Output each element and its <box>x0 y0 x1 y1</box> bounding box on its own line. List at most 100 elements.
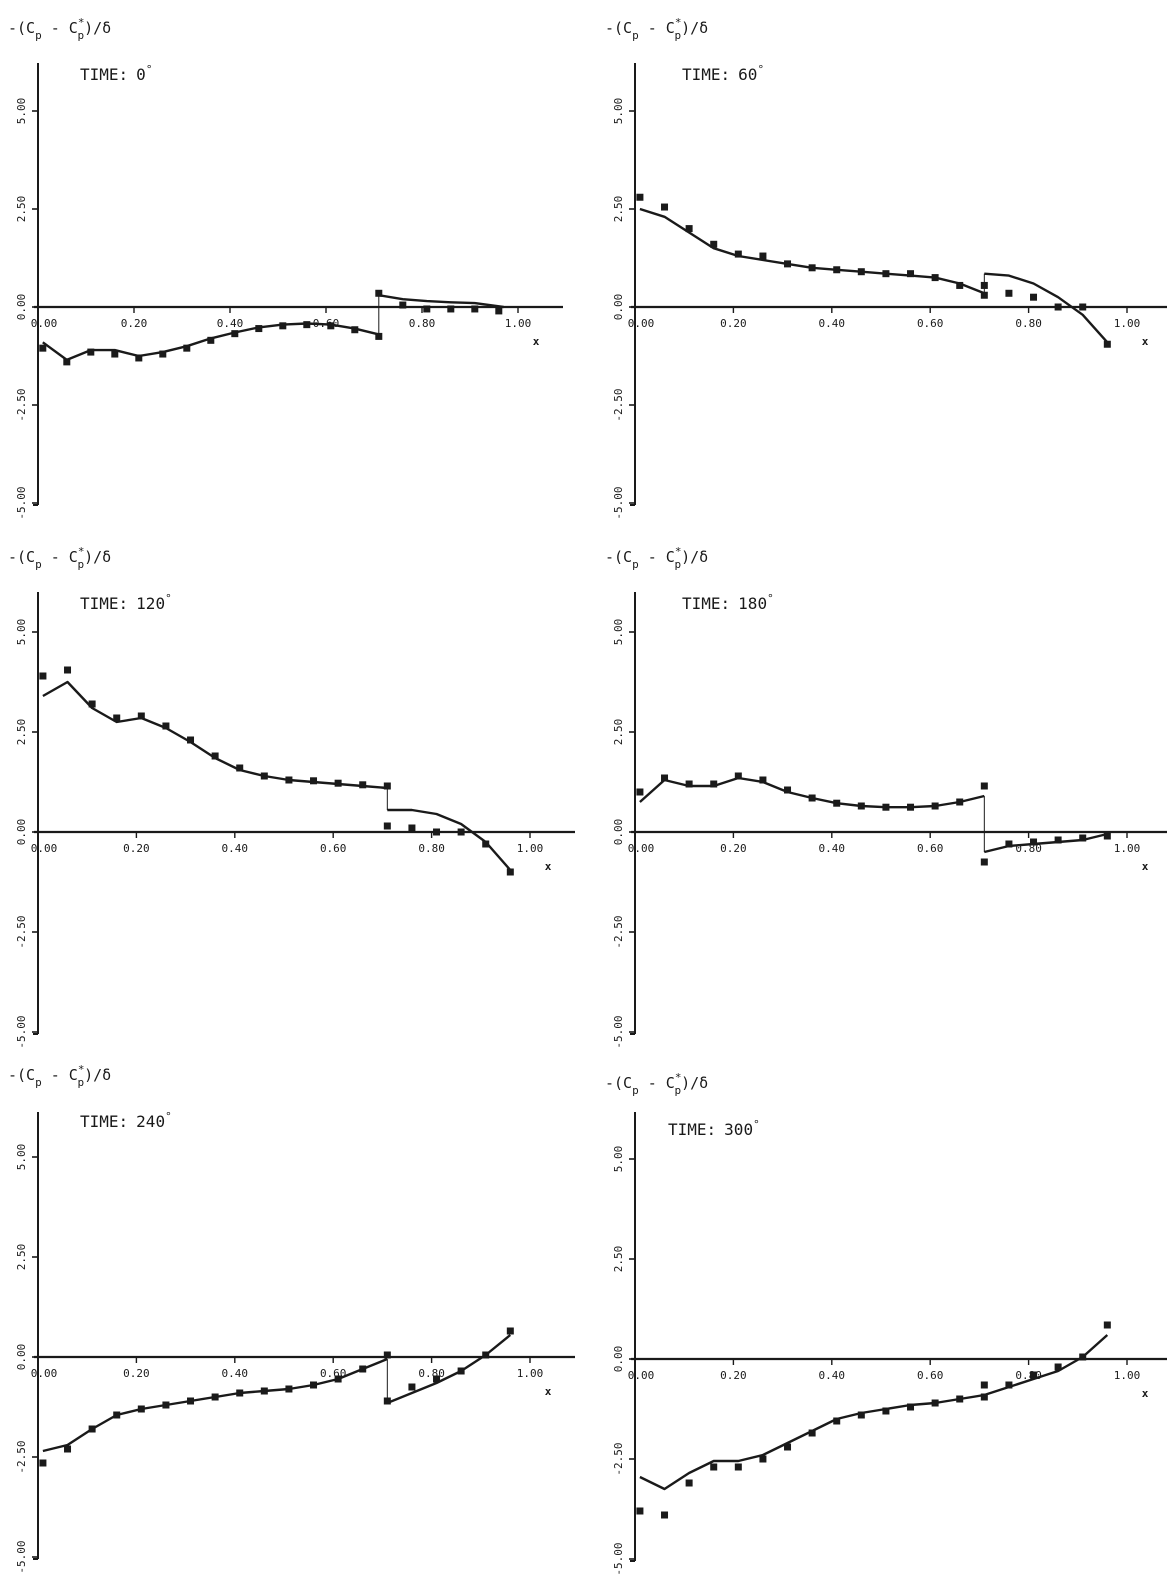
y-axis-label-sub1: p <box>632 29 639 42</box>
y-axis-label: -(Cp - C* p)/δ <box>8 545 111 571</box>
data-point <box>399 301 407 309</box>
data-point <box>882 803 890 811</box>
y-tick-label: 5.00 <box>612 1146 625 1173</box>
data-point <box>1103 340 1111 348</box>
data-point <box>710 780 718 788</box>
data-point <box>734 1463 742 1471</box>
y-axis-label-sup: * <box>78 1063 85 1076</box>
y-axis-label-suffix: )/δ <box>681 548 708 566</box>
y-tick-label: 0.00 <box>612 1346 625 1373</box>
data-point <box>956 1395 964 1403</box>
data-point <box>980 858 988 866</box>
data-point <box>64 666 72 674</box>
data-point <box>88 1425 96 1433</box>
data-point <box>310 1381 318 1389</box>
x-tick-label: 0.80 <box>418 1367 445 1380</box>
data-point <box>447 305 455 313</box>
data-point <box>207 336 215 344</box>
degree-mark: ° <box>757 63 764 76</box>
data-point <box>1079 303 1087 311</box>
data-point <box>808 1429 816 1437</box>
y-axis-label-prefix: -(C <box>605 1074 632 1092</box>
y-axis-label-sub2: p <box>674 558 681 571</box>
data-point <box>931 1399 939 1407</box>
data-point <box>471 305 479 313</box>
data-point <box>636 788 644 796</box>
y-axis-label-suffix: )/δ <box>84 1066 111 1084</box>
x-tick-label: 0.40 <box>222 1367 249 1380</box>
chart-panel-2: 5.00 2.50 0.00 -2.50 -5.00 0.00 0.20 0.40 0.60 0.… <box>8 545 575 1049</box>
x-tick-label: 0.20 <box>720 1369 747 1382</box>
time-value: 180 <box>738 594 767 613</box>
y-axis-label-sub2: p <box>674 29 681 42</box>
y-tick-label: -2.50 <box>15 915 28 948</box>
data-point <box>784 1443 792 1451</box>
data-point <box>1079 834 1087 842</box>
y-axis-label-prefix: -(C <box>605 19 632 37</box>
time-label: TIME: 0° <box>80 63 152 84</box>
time-value: 0 <box>136 65 146 84</box>
data-point <box>882 1407 890 1415</box>
data-point <box>162 722 170 730</box>
y-tick-label: -2.50 <box>612 1442 625 1475</box>
time-label: TIME: 240° <box>80 1110 172 1131</box>
series-line-segment <box>639 1334 1109 1491</box>
x-tick-label: 0.20 <box>720 317 747 330</box>
data-point <box>187 1397 195 1405</box>
x-tick-label: 0.20 <box>720 842 747 855</box>
data-point <box>260 772 268 780</box>
data-point <box>408 824 416 832</box>
x-axis-label: x <box>1142 1387 1149 1400</box>
y-axis-label-prefix: -(C <box>605 548 632 566</box>
y-axis-label-suffix: )/δ <box>681 19 708 37</box>
y-axis-label-sup: * <box>78 16 85 29</box>
y-axis-label-suffix: )/δ <box>84 548 111 566</box>
data-point <box>506 1327 514 1335</box>
x-tick-label: 0.60 <box>917 317 944 330</box>
data-point <box>980 291 988 299</box>
y-tick-label: -5.00 <box>15 486 28 519</box>
y-tick-label: 2.50 <box>15 1244 28 1271</box>
time-label: TIME: 120° <box>80 592 172 613</box>
data-point <box>808 264 816 272</box>
y-tick-label: -5.00 <box>612 486 625 519</box>
y-axis-label-mid: - C <box>42 1066 78 1084</box>
data-point <box>359 781 367 789</box>
data-point <box>285 1385 293 1393</box>
data-point <box>279 322 287 330</box>
chart-panel-4: 5.002.500.00-2.50-5.000.00 0.20 0.40 0.60 0.… <box>8 1063 575 1574</box>
y-tick-label: 0.00 <box>15 294 28 321</box>
data-point <box>383 1397 391 1405</box>
y-tick-label: 2.50 <box>612 1246 625 1273</box>
data-point <box>1030 1371 1038 1379</box>
y-tick-label: 0.00 <box>15 819 28 846</box>
x-tick-label: 1.00 <box>505 317 532 330</box>
x-tick-label: 1.00 <box>517 842 544 855</box>
data-point <box>833 266 841 274</box>
y-axis-label-mid: - C <box>639 548 675 566</box>
data-point <box>375 332 383 340</box>
degree-mark: ° <box>165 1110 172 1123</box>
data-point <box>506 868 514 876</box>
data-point <box>135 354 143 362</box>
data-point <box>111 350 119 358</box>
data-point <box>759 776 767 784</box>
y-axis-label: -(Cp - C* p)/δ <box>8 16 111 42</box>
data-point <box>784 786 792 794</box>
data-point <box>685 225 693 233</box>
data-point <box>423 305 431 313</box>
degree-mark: ° <box>165 592 172 605</box>
data-point <box>980 1381 988 1389</box>
data-point <box>734 250 742 258</box>
data-point <box>64 1445 72 1453</box>
x-axis-label: x <box>545 860 552 873</box>
y-axis-label-sup: * <box>78 545 85 558</box>
data-point <box>383 782 391 790</box>
data-point <box>857 802 865 810</box>
data-point <box>375 289 383 297</box>
x-tick-label: 0.00 <box>628 317 655 330</box>
data-point <box>1005 840 1013 848</box>
y-axis-label: -(Cp - C* p)/δ <box>605 545 708 571</box>
y-tick-label: 2.50 <box>15 196 28 223</box>
